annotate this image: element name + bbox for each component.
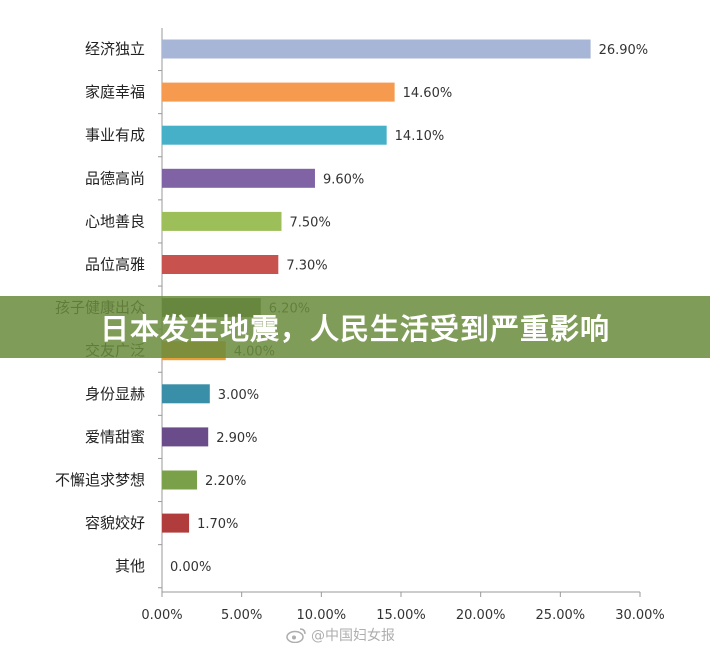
watermark: @中国妇女报 [285, 625, 395, 645]
category-label: 事业有成 [85, 126, 145, 144]
category-label: 家庭幸福 [85, 83, 145, 101]
headline-title: 日本发生地震，人民生活受到严重影响 [99, 312, 610, 346]
value-label: 3.00% [218, 388, 259, 403]
bar [162, 470, 198, 490]
bar [162, 427, 209, 447]
category-label: 品位高雅 [85, 256, 145, 274]
value-label: 2.20% [205, 474, 246, 489]
x-tick-label: 20.00% [456, 608, 506, 623]
x-tick-label: 30.00% [615, 608, 665, 623]
value-label: 26.90% [599, 43, 649, 58]
category-label: 品德高尚 [85, 169, 145, 187]
x-tick-label: 5.00% [221, 608, 262, 623]
watermark-text: @中国妇女报 [311, 628, 395, 644]
headline-banner: 日本发生地震，人民生活受到严重影响 [0, 296, 710, 358]
value-label: 0.00% [170, 560, 211, 575]
value-label: 2.90% [216, 431, 257, 446]
bar [162, 168, 315, 188]
bar [162, 255, 279, 274]
weibo-icon [286, 628, 306, 643]
value-label: 14.60% [403, 86, 453, 101]
bar [162, 513, 190, 533]
x-tick-label: 15.00% [376, 608, 426, 623]
category-label: 其他 [115, 557, 145, 575]
category-label: 爱情甜蜜 [85, 428, 145, 446]
category-label: 身份显赫 [85, 385, 145, 403]
bar [162, 211, 282, 231]
category-label: 不懈追求梦想 [55, 471, 145, 489]
x-tick-label: 0.00% [141, 608, 182, 623]
value-label: 9.60% [323, 172, 364, 187]
bar [162, 82, 395, 102]
category-label: 容貌姣好 [85, 514, 145, 532]
category-label: 心地善良 [85, 212, 145, 230]
bar [162, 39, 591, 59]
value-label: 1.70% [197, 517, 238, 532]
x-tick-label: 10.00% [297, 608, 347, 623]
value-label: 7.30% [286, 259, 327, 274]
x-tick-label: 25.00% [536, 608, 586, 623]
value-label: 14.10% [395, 129, 445, 144]
value-label: 7.50% [290, 215, 331, 230]
bar [162, 125, 387, 145]
category-label: 经济独立 [85, 40, 145, 58]
bar [162, 384, 210, 404]
